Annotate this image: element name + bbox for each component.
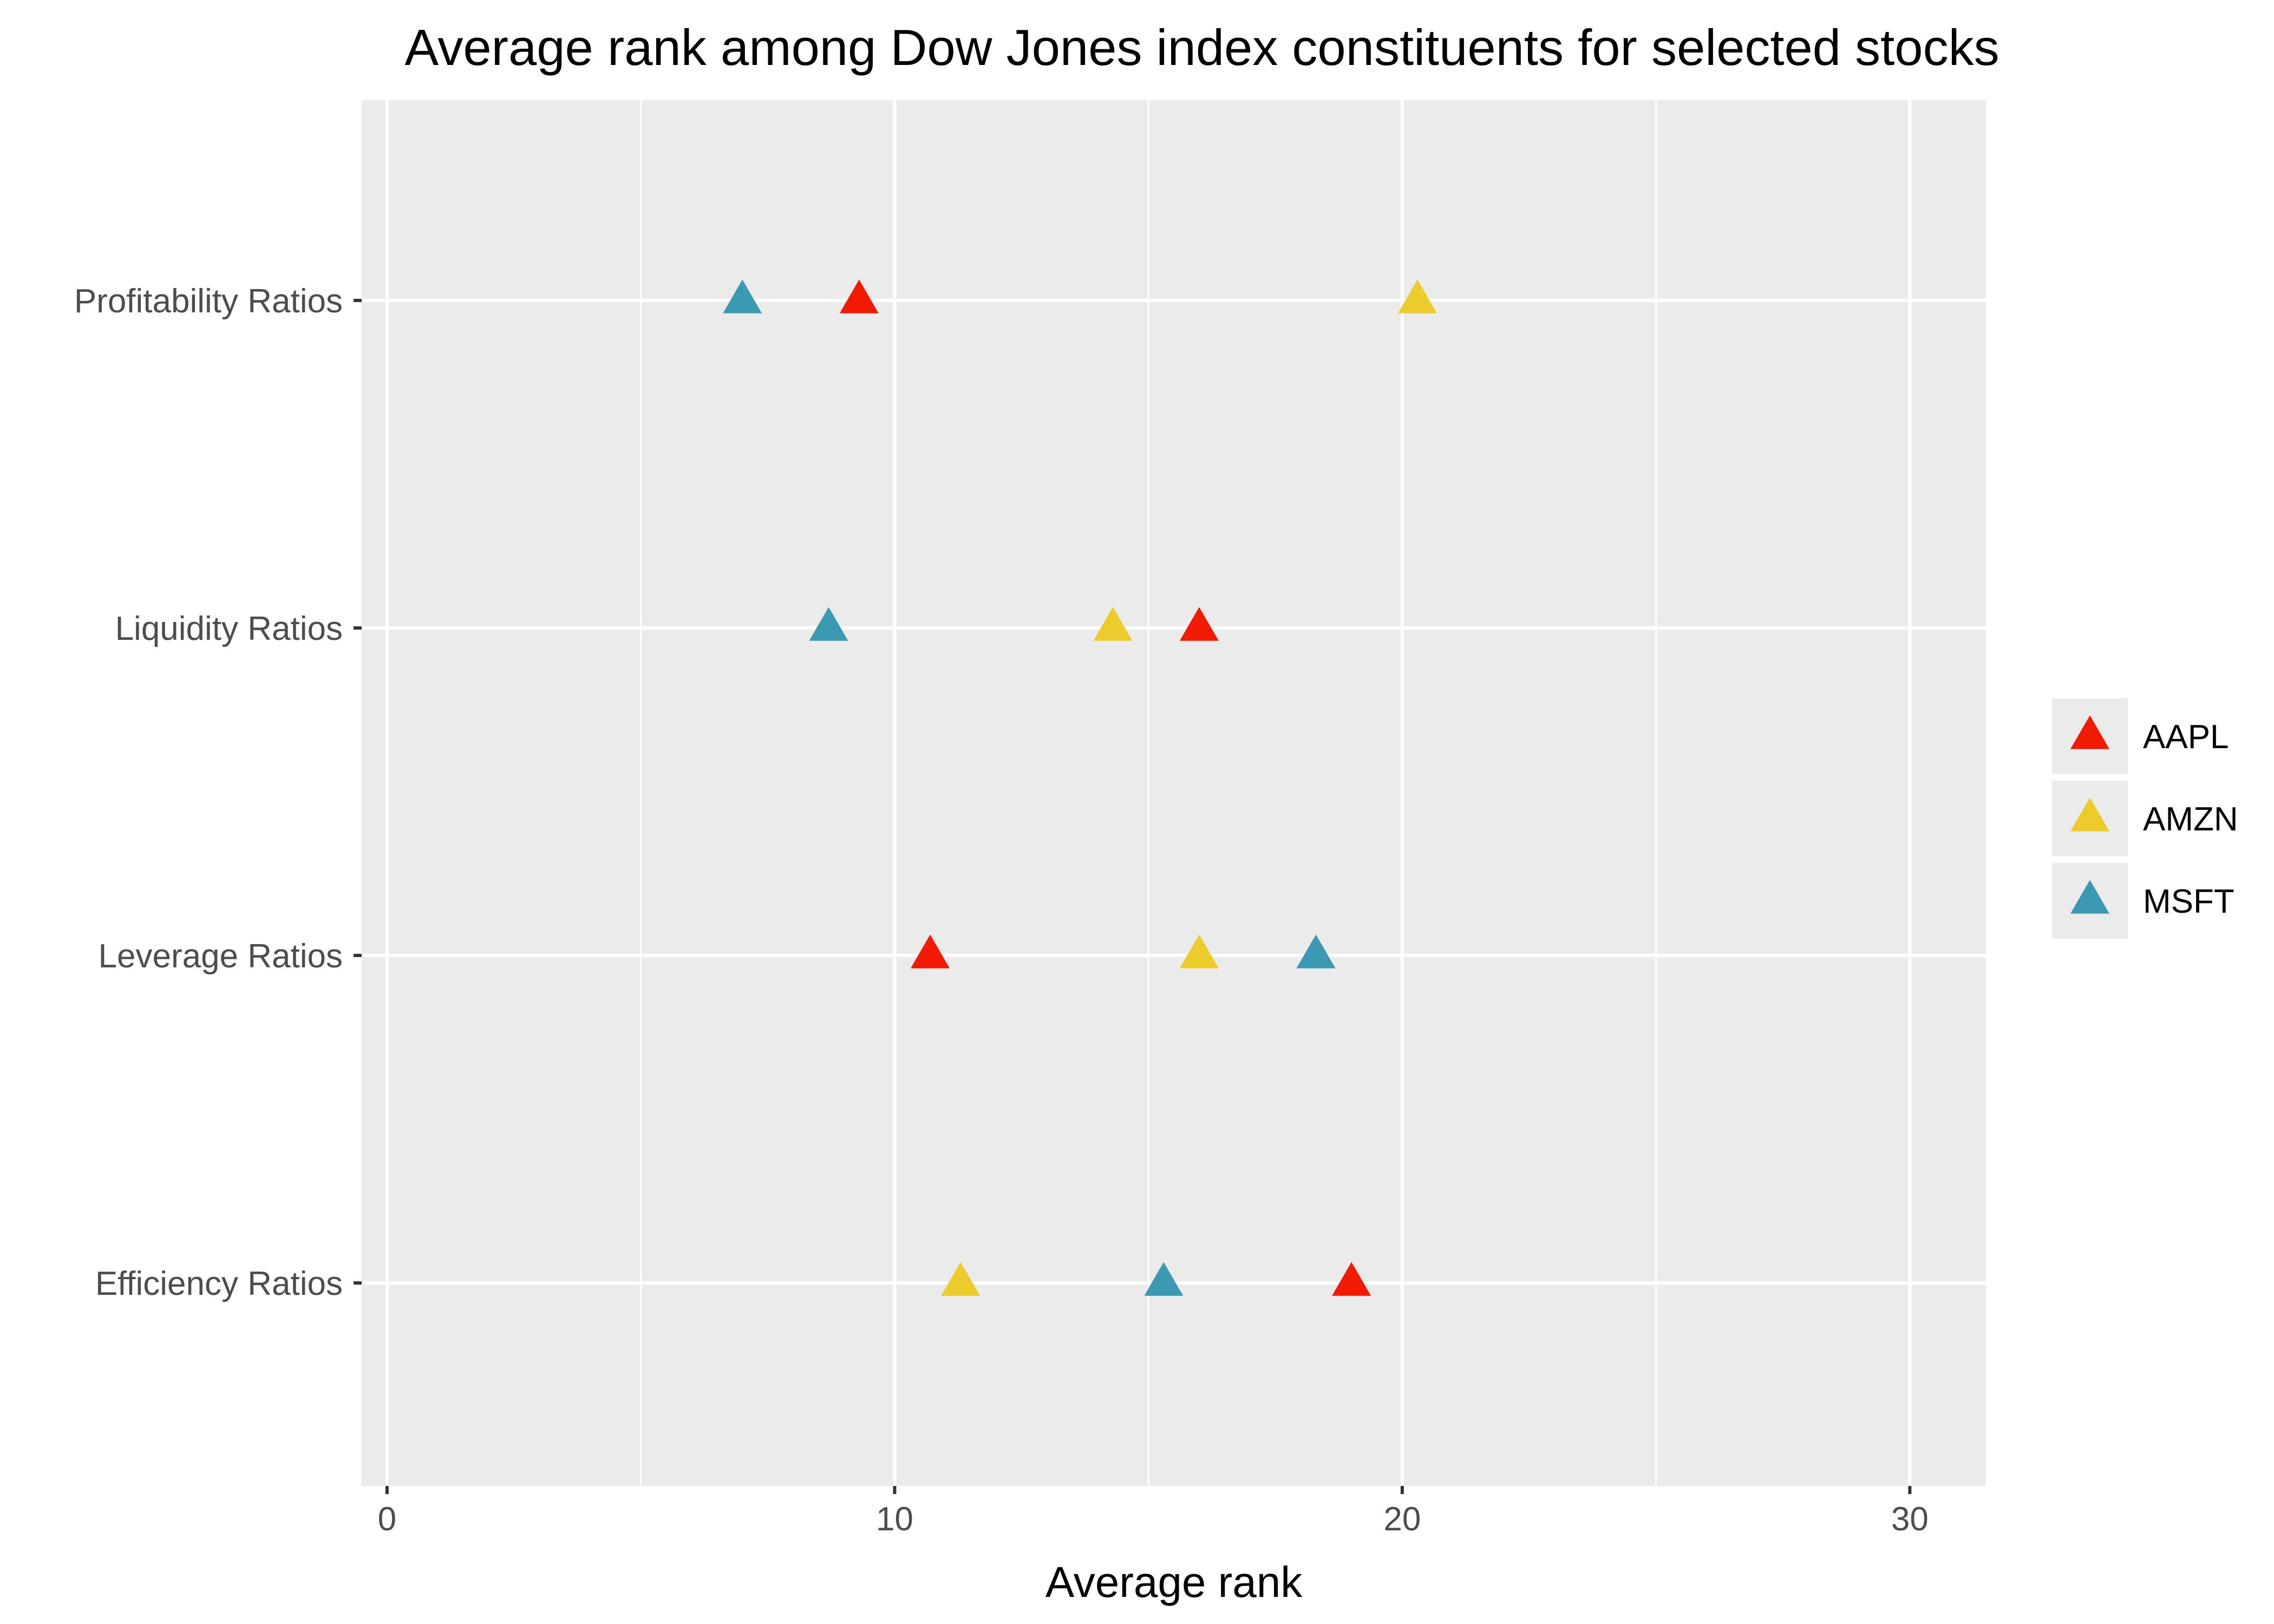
y-tick-label: Liquidity Ratios bbox=[115, 610, 343, 647]
data-point-msft bbox=[1296, 934, 1336, 968]
axes: 0 10 20 30 Profitability Ratios Liquidity Rat… bbox=[74, 283, 1929, 1538]
x-axis-title: Average rank bbox=[1045, 1558, 1303, 1606]
data-points bbox=[723, 279, 1437, 1296]
grid-lines bbox=[362, 100, 1986, 1486]
x-tick-label: 0 bbox=[378, 1501, 396, 1538]
legend-label-aapl: AAPL bbox=[2143, 718, 2229, 756]
x-tick-label: 30 bbox=[1891, 1501, 1929, 1538]
y-tick-label: Leverage Ratios bbox=[99, 938, 343, 975]
legend-symbol-msft bbox=[2070, 880, 2109, 914]
data-point-amzn bbox=[1179, 934, 1219, 968]
legend: AAPL AMZN MSFT bbox=[2052, 698, 2238, 939]
data-point-msft bbox=[809, 607, 848, 641]
data-point-aapl bbox=[911, 934, 950, 968]
data-point-aapl bbox=[839, 279, 879, 313]
data-point-amzn bbox=[941, 1262, 981, 1296]
chart-title: Average rank among Dow Jones index const… bbox=[404, 19, 1999, 76]
y-tick-label: Profitability Ratios bbox=[74, 283, 343, 320]
legend-label-amzn: AMZN bbox=[2143, 801, 2238, 838]
legend-label-msft: MSFT bbox=[2143, 883, 2234, 920]
data-point-msft bbox=[1144, 1262, 1184, 1296]
data-point-amzn bbox=[1093, 607, 1133, 641]
x-tick-label: 10 bbox=[876, 1501, 913, 1538]
data-point-amzn bbox=[1398, 279, 1437, 313]
data-point-msft bbox=[723, 279, 762, 313]
y-tick-label: Efficiency Ratios bbox=[95, 1265, 343, 1302]
legend-symbol-aapl bbox=[2070, 715, 2109, 749]
data-point-aapl bbox=[1179, 607, 1219, 641]
legend-symbol-amzn bbox=[2070, 797, 2109, 831]
data-point-aapl bbox=[1332, 1262, 1371, 1296]
plot-panel bbox=[362, 100, 1986, 1486]
x-tick-label: 20 bbox=[1383, 1501, 1421, 1538]
